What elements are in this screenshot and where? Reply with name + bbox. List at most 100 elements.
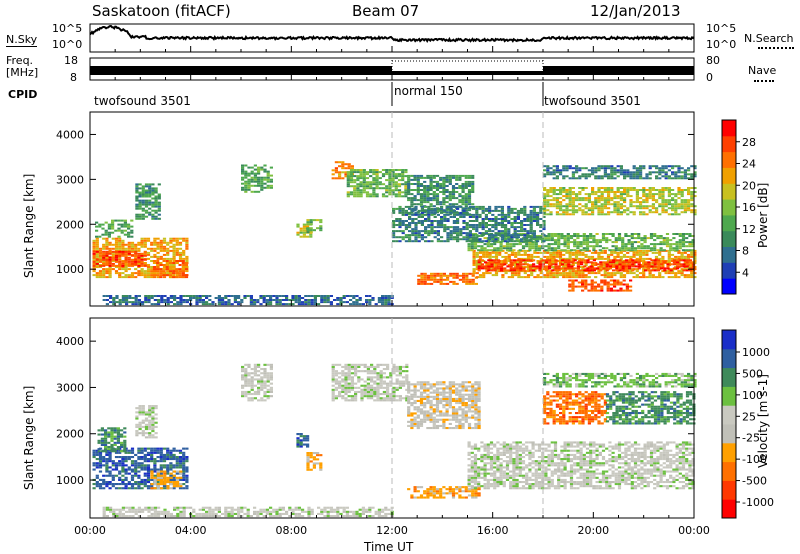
power-cell	[481, 207, 485, 210]
velocity-cell	[105, 470, 109, 473]
power-cell	[624, 245, 628, 248]
power-cell	[394, 189, 398, 192]
power-cell	[102, 276, 106, 279]
power-cell	[667, 177, 671, 180]
power-cell	[520, 276, 524, 279]
power-cell	[541, 237, 545, 240]
power-cell	[92, 264, 96, 267]
power-cell	[313, 299, 317, 301]
power-cell	[693, 187, 697, 189]
velocity-cell	[166, 478, 170, 481]
power-cell	[477, 259, 481, 262]
power-cell	[643, 235, 647, 237]
power-cell	[401, 173, 405, 176]
power-cell	[516, 216, 520, 218]
power-cell	[581, 281, 585, 284]
power-cell	[646, 247, 650, 250]
power-cell	[166, 303, 170, 306]
power-cell	[539, 209, 543, 212]
power-cell	[394, 169, 398, 171]
power-cell	[157, 295, 161, 297]
power-cell	[642, 191, 646, 193]
power-cell	[404, 185, 408, 188]
power-cell	[419, 197, 424, 200]
power-cell	[446, 234, 450, 237]
velocity-cell	[162, 485, 167, 488]
power-cell	[452, 220, 456, 222]
power-cell	[172, 262, 176, 264]
power-cell	[693, 173, 697, 176]
power-cell	[260, 188, 264, 191]
nave-label: Nave	[748, 64, 777, 77]
power-cell	[651, 187, 655, 189]
power-cell	[484, 226, 488, 229]
power-cell	[134, 258, 138, 261]
power-cell	[185, 255, 189, 258]
power-cell	[671, 209, 675, 212]
power-cell	[667, 195, 671, 198]
power-cell	[388, 181, 392, 184]
power-cell	[423, 201, 427, 204]
power-cell	[597, 201, 601, 204]
power-cell	[554, 263, 558, 266]
power-cell	[591, 167, 595, 170]
power-cell	[413, 176, 417, 179]
power-cell	[683, 203, 687, 206]
power-cell	[493, 259, 497, 262]
power-cell	[306, 231, 310, 234]
power-cell	[504, 232, 508, 235]
power-cell	[440, 207, 444, 210]
power-cell	[123, 229, 127, 232]
velocity-cell	[95, 474, 99, 477]
power-cell	[452, 280, 456, 283]
power-cell	[146, 270, 151, 273]
power-cell	[645, 249, 649, 252]
velocity-cell	[162, 487, 167, 490]
cpid-segment-3: twofsound 3501	[544, 94, 641, 108]
power-cell	[404, 195, 408, 198]
power-cell	[509, 261, 513, 264]
power-cell	[658, 274, 662, 277]
power-cell	[404, 211, 408, 214]
power-cell	[178, 260, 182, 262]
power-cell	[455, 276, 459, 279]
power-cell	[677, 205, 681, 208]
power-cell	[688, 249, 692, 252]
power-cell	[683, 169, 687, 172]
power-cell	[195, 299, 199, 301]
power-cell	[475, 220, 479, 222]
power-cell	[179, 299, 183, 301]
power-cell	[481, 209, 485, 212]
power-cell	[592, 235, 596, 237]
power-cell	[381, 303, 385, 306]
velocity-cell	[153, 474, 157, 477]
power-cell	[504, 255, 508, 258]
power-cell	[546, 167, 550, 170]
velocity-cell	[137, 449, 141, 452]
velocity-cell	[130, 462, 135, 465]
power-cell	[163, 299, 167, 301]
power-cell	[529, 222, 533, 224]
power-cell	[687, 209, 691, 212]
power-cell	[616, 255, 620, 258]
velocity-cell	[105, 464, 109, 467]
power-cell	[562, 266, 566, 268]
power-cell	[637, 267, 641, 270]
power-cell	[526, 232, 530, 235]
power-cell	[397, 193, 402, 196]
power-cell	[104, 231, 108, 234]
power-cell	[146, 247, 151, 250]
power-cell	[118, 272, 122, 275]
power-cell	[217, 303, 221, 306]
power-cell	[659, 243, 663, 246]
power-cell	[365, 181, 370, 184]
power-cell	[507, 209, 511, 212]
power-cell	[446, 213, 450, 216]
power-cell	[603, 197, 607, 200]
power-cell	[682, 263, 686, 266]
power-cell	[144, 195, 149, 198]
power-cell	[616, 262, 620, 264]
power-cell	[475, 230, 479, 233]
power-cell	[391, 185, 395, 188]
power-cell	[523, 205, 527, 208]
